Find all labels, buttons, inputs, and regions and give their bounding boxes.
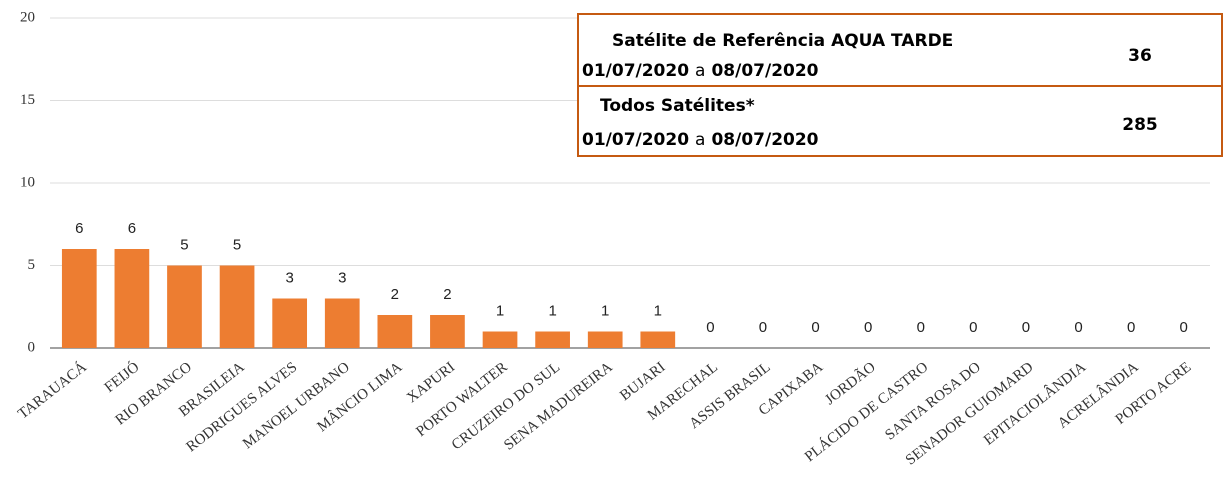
info-date-from: 01/07/2020 xyxy=(582,130,689,150)
x-tick-label: TARAUACÁ xyxy=(15,358,90,422)
y-tick-label: 15 xyxy=(20,92,35,108)
data-label: 0 xyxy=(706,319,714,336)
data-label: 5 xyxy=(233,236,241,253)
y-tick-label: 10 xyxy=(20,174,35,190)
bar xyxy=(377,315,413,348)
data-label: 0 xyxy=(1022,319,1030,336)
bar xyxy=(219,265,255,348)
data-label: 0 xyxy=(864,319,872,336)
y-tick-label: 0 xyxy=(28,339,36,355)
data-label: 6 xyxy=(128,220,136,237)
data-label: 1 xyxy=(548,302,556,319)
bar xyxy=(587,331,623,348)
x-tick-label: MÂNCIO LIMA xyxy=(314,358,406,435)
info-dates: 01/07/2020 a 08/07/2020 xyxy=(582,130,819,150)
info-label: Todos Satélites* xyxy=(600,96,755,116)
data-label: 3 xyxy=(285,269,293,286)
info-label: Satélite de Referência AQUA TARDE xyxy=(612,31,953,51)
data-label: 0 xyxy=(811,319,819,336)
data-label: 1 xyxy=(496,302,504,319)
bar xyxy=(114,249,150,348)
data-label: 0 xyxy=(1180,319,1188,336)
x-tick-label: SANTA ROSA DO xyxy=(882,359,984,443)
data-label: 0 xyxy=(917,319,925,336)
data-label: 0 xyxy=(759,319,767,336)
y-tick-label: 20 xyxy=(20,9,35,25)
info-connector: a xyxy=(695,61,705,81)
data-label: 1 xyxy=(654,302,662,319)
data-label: 1 xyxy=(601,302,609,319)
info-value: 36 xyxy=(1128,46,1152,66)
bar xyxy=(272,298,308,348)
info-value: 285 xyxy=(1122,115,1158,135)
bar xyxy=(482,331,518,348)
data-label: 5 xyxy=(180,236,188,253)
bar xyxy=(324,298,360,348)
data-label: 2 xyxy=(391,286,399,303)
bar xyxy=(61,249,97,348)
bar xyxy=(430,315,465,348)
data-label: 6 xyxy=(75,220,83,237)
bar xyxy=(640,331,676,348)
data-label: 0 xyxy=(1127,319,1135,336)
x-tick-label: PORTO WALTER xyxy=(413,359,510,440)
y-tick-label: 5 xyxy=(28,257,36,273)
info-dates: 01/07/2020 a 08/07/2020 xyxy=(582,61,819,81)
data-label: 3 xyxy=(338,269,346,286)
data-label: 2 xyxy=(443,286,451,303)
x-tick-label: FEIJÓ xyxy=(101,358,142,396)
info-date-to: 08/07/2020 xyxy=(711,61,818,81)
info-date-from: 01/07/2020 xyxy=(582,61,689,81)
bar xyxy=(535,331,570,348)
data-label: 0 xyxy=(969,319,977,336)
bar xyxy=(167,265,202,348)
data-label: 0 xyxy=(1074,319,1082,336)
info-date-to: 08/07/2020 xyxy=(711,130,818,150)
info-connector: a xyxy=(695,130,705,150)
